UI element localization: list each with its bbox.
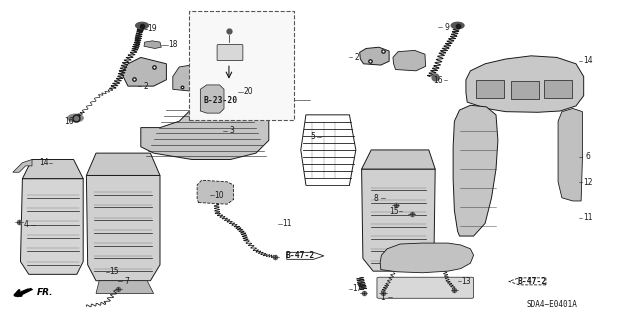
FancyBboxPatch shape xyxy=(189,11,294,120)
Text: 1: 1 xyxy=(380,293,385,302)
Text: B-47-2: B-47-2 xyxy=(518,277,547,286)
Polygon shape xyxy=(287,252,324,259)
Text: 13: 13 xyxy=(461,277,471,286)
Polygon shape xyxy=(362,169,435,271)
Text: 14: 14 xyxy=(582,56,593,65)
Text: 7: 7 xyxy=(124,277,129,286)
Text: 10: 10 xyxy=(214,191,224,200)
Text: 16: 16 xyxy=(64,117,74,126)
Text: 11: 11 xyxy=(583,213,592,222)
Polygon shape xyxy=(122,57,166,86)
Polygon shape xyxy=(200,85,224,113)
Polygon shape xyxy=(86,153,160,175)
Polygon shape xyxy=(13,160,32,172)
Polygon shape xyxy=(20,179,83,274)
Text: 6: 6 xyxy=(585,152,590,161)
Polygon shape xyxy=(476,80,504,98)
Text: 3: 3 xyxy=(229,126,234,135)
Polygon shape xyxy=(22,160,83,179)
Polygon shape xyxy=(141,89,269,160)
FancyBboxPatch shape xyxy=(377,277,474,298)
Polygon shape xyxy=(362,150,435,169)
Text: FR.: FR. xyxy=(37,288,54,297)
Polygon shape xyxy=(380,243,474,273)
Circle shape xyxy=(136,22,148,29)
Text: 14: 14 xyxy=(38,158,49,167)
Text: 20: 20 xyxy=(243,87,253,96)
Polygon shape xyxy=(466,56,584,112)
Text: 8: 8 xyxy=(374,194,379,203)
Polygon shape xyxy=(14,288,33,297)
Polygon shape xyxy=(86,175,160,281)
Text: 15: 15 xyxy=(388,207,399,216)
Polygon shape xyxy=(173,64,218,93)
Polygon shape xyxy=(96,281,154,293)
Polygon shape xyxy=(144,41,161,48)
Text: SDA4−E0401A: SDA4−E0401A xyxy=(526,300,577,309)
Text: 9: 9 xyxy=(444,23,449,32)
Polygon shape xyxy=(511,81,539,99)
Text: 11: 11 xyxy=(282,219,291,228)
Text: B-47-2: B-47-2 xyxy=(285,251,315,260)
Text: 12: 12 xyxy=(583,178,592,187)
Text: 17: 17 xyxy=(352,284,362,293)
Text: 16: 16 xyxy=(433,76,444,85)
FancyBboxPatch shape xyxy=(217,45,243,61)
Text: 2: 2 xyxy=(143,82,148,91)
Polygon shape xyxy=(197,180,234,204)
Polygon shape xyxy=(558,108,582,201)
Text: 4: 4 xyxy=(23,220,28,229)
Circle shape xyxy=(68,114,83,122)
Text: 19: 19 xyxy=(147,24,157,33)
Polygon shape xyxy=(509,278,546,285)
Text: 18: 18 xyxy=(168,40,177,49)
Text: 2: 2 xyxy=(355,53,360,62)
Text: 15: 15 xyxy=(109,267,119,276)
Text: 5: 5 xyxy=(310,132,315,141)
Polygon shape xyxy=(453,105,498,236)
Text: B-23-20: B-23-20 xyxy=(204,96,237,105)
Polygon shape xyxy=(544,80,572,98)
Polygon shape xyxy=(360,47,389,65)
Polygon shape xyxy=(393,50,426,71)
Circle shape xyxy=(451,22,464,29)
